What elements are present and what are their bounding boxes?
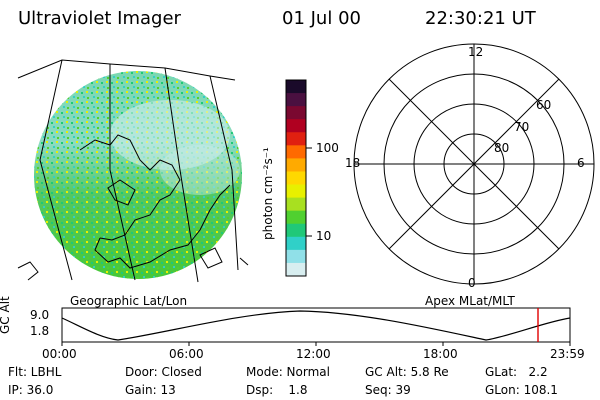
colorbar-segment — [286, 262, 306, 277]
date-label: 01 Jul 00 — [282, 8, 361, 29]
colorbar-segment — [286, 119, 306, 133]
seq-readout: Seq: 39 — [365, 383, 411, 397]
colorbar-segment — [286, 210, 306, 225]
altitude-ylabel: GC Alt — [0, 296, 12, 334]
coastlines — [17, 134, 249, 281]
ip-readout: IP: 36.0 — [8, 383, 54, 397]
colorbar-segment — [286, 106, 306, 120]
mlt-label-6: 6 — [577, 156, 585, 170]
colorbar-frame — [285, 79, 307, 277]
xtick-0600: 06:00 — [169, 347, 204, 361]
polar-plot — [353, 43, 595, 285]
colorbar-segment — [286, 197, 306, 212]
xtick-2359: 23:59 — [550, 347, 585, 361]
mlat-label-80: 80 — [494, 141, 510, 155]
colorbar-segment — [286, 158, 306, 172]
glat-readout: GLat: 2.2 — [485, 365, 548, 379]
colorbar-segment — [286, 236, 306, 251]
xtick-1200: 12:00 — [296, 347, 331, 361]
apex-caption: Apex MLat/MLT — [425, 294, 515, 308]
colorbar-segment — [286, 249, 306, 264]
door-readout: Door: Closed — [125, 365, 202, 379]
mlt-label-18: 18 — [345, 156, 361, 170]
dsp-readout: Dsp: 1.8 — [246, 383, 308, 397]
mlt-label-12: 12 — [468, 45, 484, 59]
mode-readout: Mode: Normal — [246, 365, 330, 379]
altitude-ytick-1-8: 1.8 — [30, 324, 50, 338]
mlat-label-60: 60 — [536, 98, 552, 112]
colorbar — [286, 80, 306, 277]
colorbar-segment — [286, 171, 306, 186]
glon-readout: GLon: 108.1 — [485, 383, 558, 397]
colorbar-tick-100: 100 — [316, 141, 339, 155]
colorbar-segment — [286, 93, 306, 107]
xtick-0000: 00:00 — [42, 347, 77, 361]
colorbar-segment — [286, 132, 306, 146]
colorbar-segment — [286, 184, 306, 199]
mlt-label-0: 0 — [468, 276, 476, 290]
altitude-curve — [61, 310, 571, 341]
colorbar-segment — [286, 80, 306, 94]
colorbar-segment — [286, 223, 306, 238]
colorbar-unit-label: photon cm⁻²s⁻¹ — [261, 147, 275, 240]
mlat-label-70: 70 — [514, 120, 530, 134]
gain-readout: Gain: 13 — [125, 383, 176, 397]
xtick-1800: 18:00 — [423, 347, 458, 361]
geographic-caption: Geographic Lat/Lon — [70, 294, 188, 308]
gc-alt-readout: GC Alt: 5.8 Re — [365, 365, 449, 379]
colorbar-segment — [286, 145, 306, 159]
filter-readout: Flt: LBHL — [8, 365, 62, 379]
altitude-plot — [61, 307, 571, 346]
geographic-globe — [34, 71, 242, 279]
geographic-grid — [17, 59, 239, 283]
altitude-ytick-9: 9.0 — [30, 308, 50, 322]
instrument-title: Ultraviolet Imager — [18, 8, 181, 29]
colorbar-tick-10: 10 — [316, 229, 332, 243]
time-label: 22:30:21 UT — [425, 8, 536, 29]
